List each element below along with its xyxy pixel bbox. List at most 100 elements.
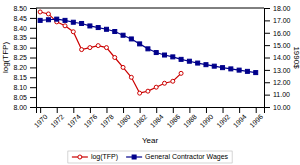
tick-mark <box>106 107 107 113</box>
tick-label: 1994 <box>232 113 248 129</box>
tick: 8.50 <box>13 5 36 12</box>
tick: 8.20 <box>13 64 36 71</box>
tick-label: 1986 <box>165 113 181 129</box>
tick-label: 1982 <box>132 113 148 129</box>
frame-line <box>36 8 264 9</box>
plot: 1970197219741976197819801982198419861988… <box>1 5 300 145</box>
point <box>121 65 125 69</box>
y2-axis-line <box>265 9 271 108</box>
tick-mark <box>73 107 74 113</box>
point <box>88 24 92 28</box>
tick: 1982 <box>132 107 148 129</box>
point <box>129 75 133 79</box>
tick-mark <box>264 70 270 71</box>
point <box>229 67 233 71</box>
point <box>113 56 117 60</box>
tick-label: 17.00 <box>273 17 291 24</box>
point <box>88 46 92 50</box>
tick-mark <box>90 107 91 113</box>
point <box>138 91 142 95</box>
point <box>163 53 167 57</box>
point <box>245 69 249 73</box>
tick: 1976 <box>82 107 98 129</box>
tick-label: 1972 <box>49 113 65 129</box>
tick-mark <box>30 18 36 19</box>
tick-label: 1976 <box>82 113 98 129</box>
point <box>146 47 150 51</box>
tick: 13.00 <box>264 67 291 74</box>
legend-marker <box>78 155 82 159</box>
tick-mark <box>189 107 190 113</box>
legend-frame <box>68 151 232 163</box>
legend-item: log(TFP) <box>72 153 118 161</box>
tick: 1992 <box>215 107 231 129</box>
tick-label: 8.45 <box>13 15 27 22</box>
point <box>196 61 200 65</box>
tick-label: 8.30 <box>13 44 27 51</box>
tick-mark <box>140 107 141 113</box>
tick-mark <box>30 28 36 29</box>
point <box>63 24 67 28</box>
tick-mark <box>264 107 270 108</box>
tick-mark <box>264 58 270 59</box>
tick-mark <box>264 33 270 34</box>
tick: 12.00 <box>264 79 291 86</box>
tick-label: 8.20 <box>13 64 27 71</box>
tick-mark <box>30 38 36 39</box>
point <box>46 12 50 16</box>
y-axis-title: log(TFP) <box>1 42 10 73</box>
tick-label: 1990 <box>199 113 215 129</box>
tick-label: 8.00 <box>13 104 27 111</box>
point <box>96 44 100 48</box>
tick-label: 13.00 <box>273 67 291 74</box>
tick: 8.35 <box>13 34 36 41</box>
tick-label: 1992 <box>215 113 231 129</box>
tick-mark <box>57 107 58 113</box>
marks <box>38 10 258 95</box>
series-line <box>40 19 256 72</box>
tick-mark <box>206 107 207 113</box>
tick-mark <box>30 67 36 68</box>
x-axis-line <box>37 108 265 114</box>
tick: 1974 <box>66 107 82 129</box>
point <box>80 48 84 52</box>
tick-label: 15.00 <box>273 42 291 49</box>
y2-axis-title: 1990$ <box>292 46 300 69</box>
y-axis: 8.008.058.108.158.208.258.308.358.408.45… <box>13 5 36 111</box>
point <box>104 27 108 31</box>
tick-mark <box>40 107 41 113</box>
tick-mark <box>30 97 36 98</box>
tick-label: 8.05 <box>13 94 27 101</box>
tick: 1986 <box>165 107 181 129</box>
tick-mark <box>30 58 36 59</box>
tick-label: 1988 <box>182 113 198 129</box>
y-axis-line <box>30 9 37 108</box>
tick: 1988 <box>182 107 198 129</box>
tick: 11.00 <box>264 91 290 98</box>
point <box>179 71 183 75</box>
point <box>171 55 175 59</box>
tick-label: 16.00 <box>273 29 291 36</box>
point <box>171 79 175 83</box>
tick: 14.00 <box>264 54 291 61</box>
y2-axis: 10.00 11.00 12.00 13.00 14.00 15.00 16.00 17.00… <box>264 5 291 111</box>
point <box>96 26 100 30</box>
point <box>129 37 133 41</box>
tick: 18.00 <box>264 5 291 12</box>
point <box>146 89 150 93</box>
tick-label: 12.00 <box>273 79 291 86</box>
tick: 8.30 <box>13 44 36 51</box>
tick-mark <box>30 87 36 88</box>
tick: 1970 <box>33 107 49 129</box>
tick: 10.00 <box>264 104 291 111</box>
tick: 17.00 <box>264 17 291 24</box>
tick-label: 8.35 <box>13 34 27 41</box>
legend-marker <box>132 155 136 159</box>
tick-mark <box>30 8 36 9</box>
tick-label: 1978 <box>99 113 115 129</box>
point <box>113 30 117 34</box>
tick: 1994 <box>232 107 248 129</box>
point <box>154 51 158 55</box>
tick-mark <box>30 77 36 78</box>
point <box>55 17 59 21</box>
